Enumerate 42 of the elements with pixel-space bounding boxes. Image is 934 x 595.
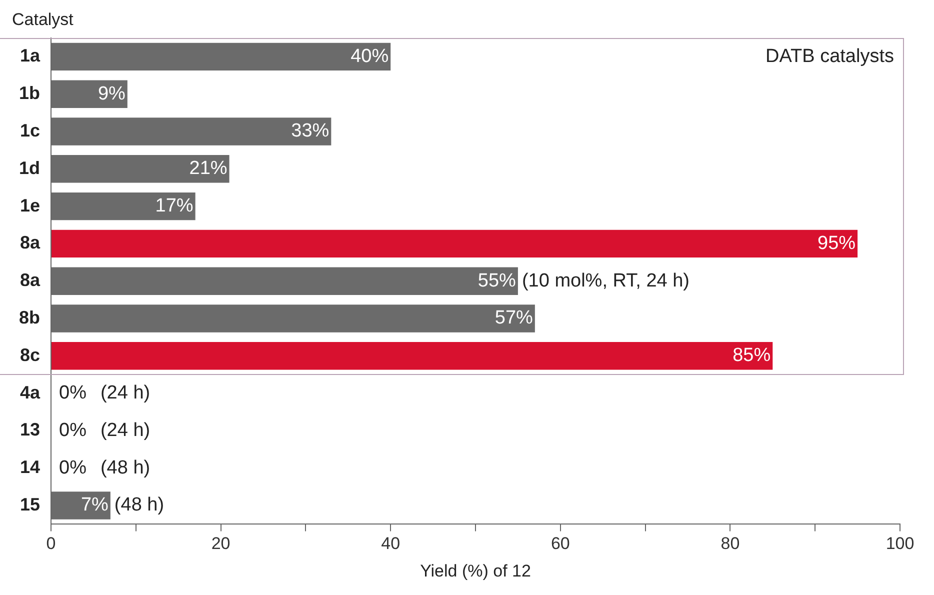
- data-label: 9%: [98, 83, 126, 104]
- annotation: DATB catalysts: [766, 46, 894, 67]
- y-tick-label: 4a: [20, 382, 41, 402]
- data-label: 21%: [189, 158, 228, 180]
- data-label: 85%: [732, 345, 771, 366]
- annotation: (10 mol%, RT, 24 h): [522, 270, 690, 292]
- data-label: 0%: [59, 420, 87, 441]
- annotation: (24 h): [100, 420, 150, 441]
- data-label: 7%: [80, 494, 109, 516]
- data-label: 0%: [59, 382, 87, 404]
- x-tick-label: 60: [550, 534, 570, 554]
- data-label: 17%: [155, 196, 194, 217]
- y-tick-label: 1b: [18, 83, 40, 104]
- x-tick-label: 40: [381, 534, 400, 554]
- data-label: 40%: [350, 46, 389, 67]
- y-tick-label: 13: [20, 420, 40, 440]
- data-label: 33%: [291, 120, 330, 142]
- y-tick-label: 15: [20, 494, 40, 514]
- data-label: 0%: [59, 457, 87, 478]
- y-tick-label: 8a: [20, 232, 41, 253]
- x-axis-title: Yield (%) of 12: [420, 561, 531, 580]
- y-tick-label: 8b: [18, 307, 40, 328]
- bar: [52, 230, 858, 258]
- data-label: 57%: [494, 308, 534, 329]
- y-tick-label: 1c: [20, 120, 40, 140]
- y-axis-title: Catalyst: [12, 10, 74, 30]
- data-label: 95%: [818, 232, 856, 254]
- x-tick-label: 20: [211, 534, 230, 554]
- data-label: 55%: [478, 270, 516, 292]
- annotation: (48 h): [100, 457, 150, 478]
- bar: [52, 342, 773, 370]
- y-tick-label: 14: [20, 457, 40, 478]
- annotation: (24 h): [100, 382, 150, 404]
- y-tick-label: 1a: [20, 46, 41, 66]
- x-tick-label: 0: [46, 534, 56, 554]
- x-tick-label: 100: [886, 534, 914, 554]
- y-tick-label: 1e: [20, 195, 40, 216]
- x-tick-label: 80: [720, 534, 740, 554]
- y-tick-label: 8c: [20, 344, 40, 365]
- y-tick-label: 8a: [20, 270, 41, 290]
- annotation: (48 h): [114, 494, 164, 516]
- y-tick-label: 1d: [18, 158, 40, 178]
